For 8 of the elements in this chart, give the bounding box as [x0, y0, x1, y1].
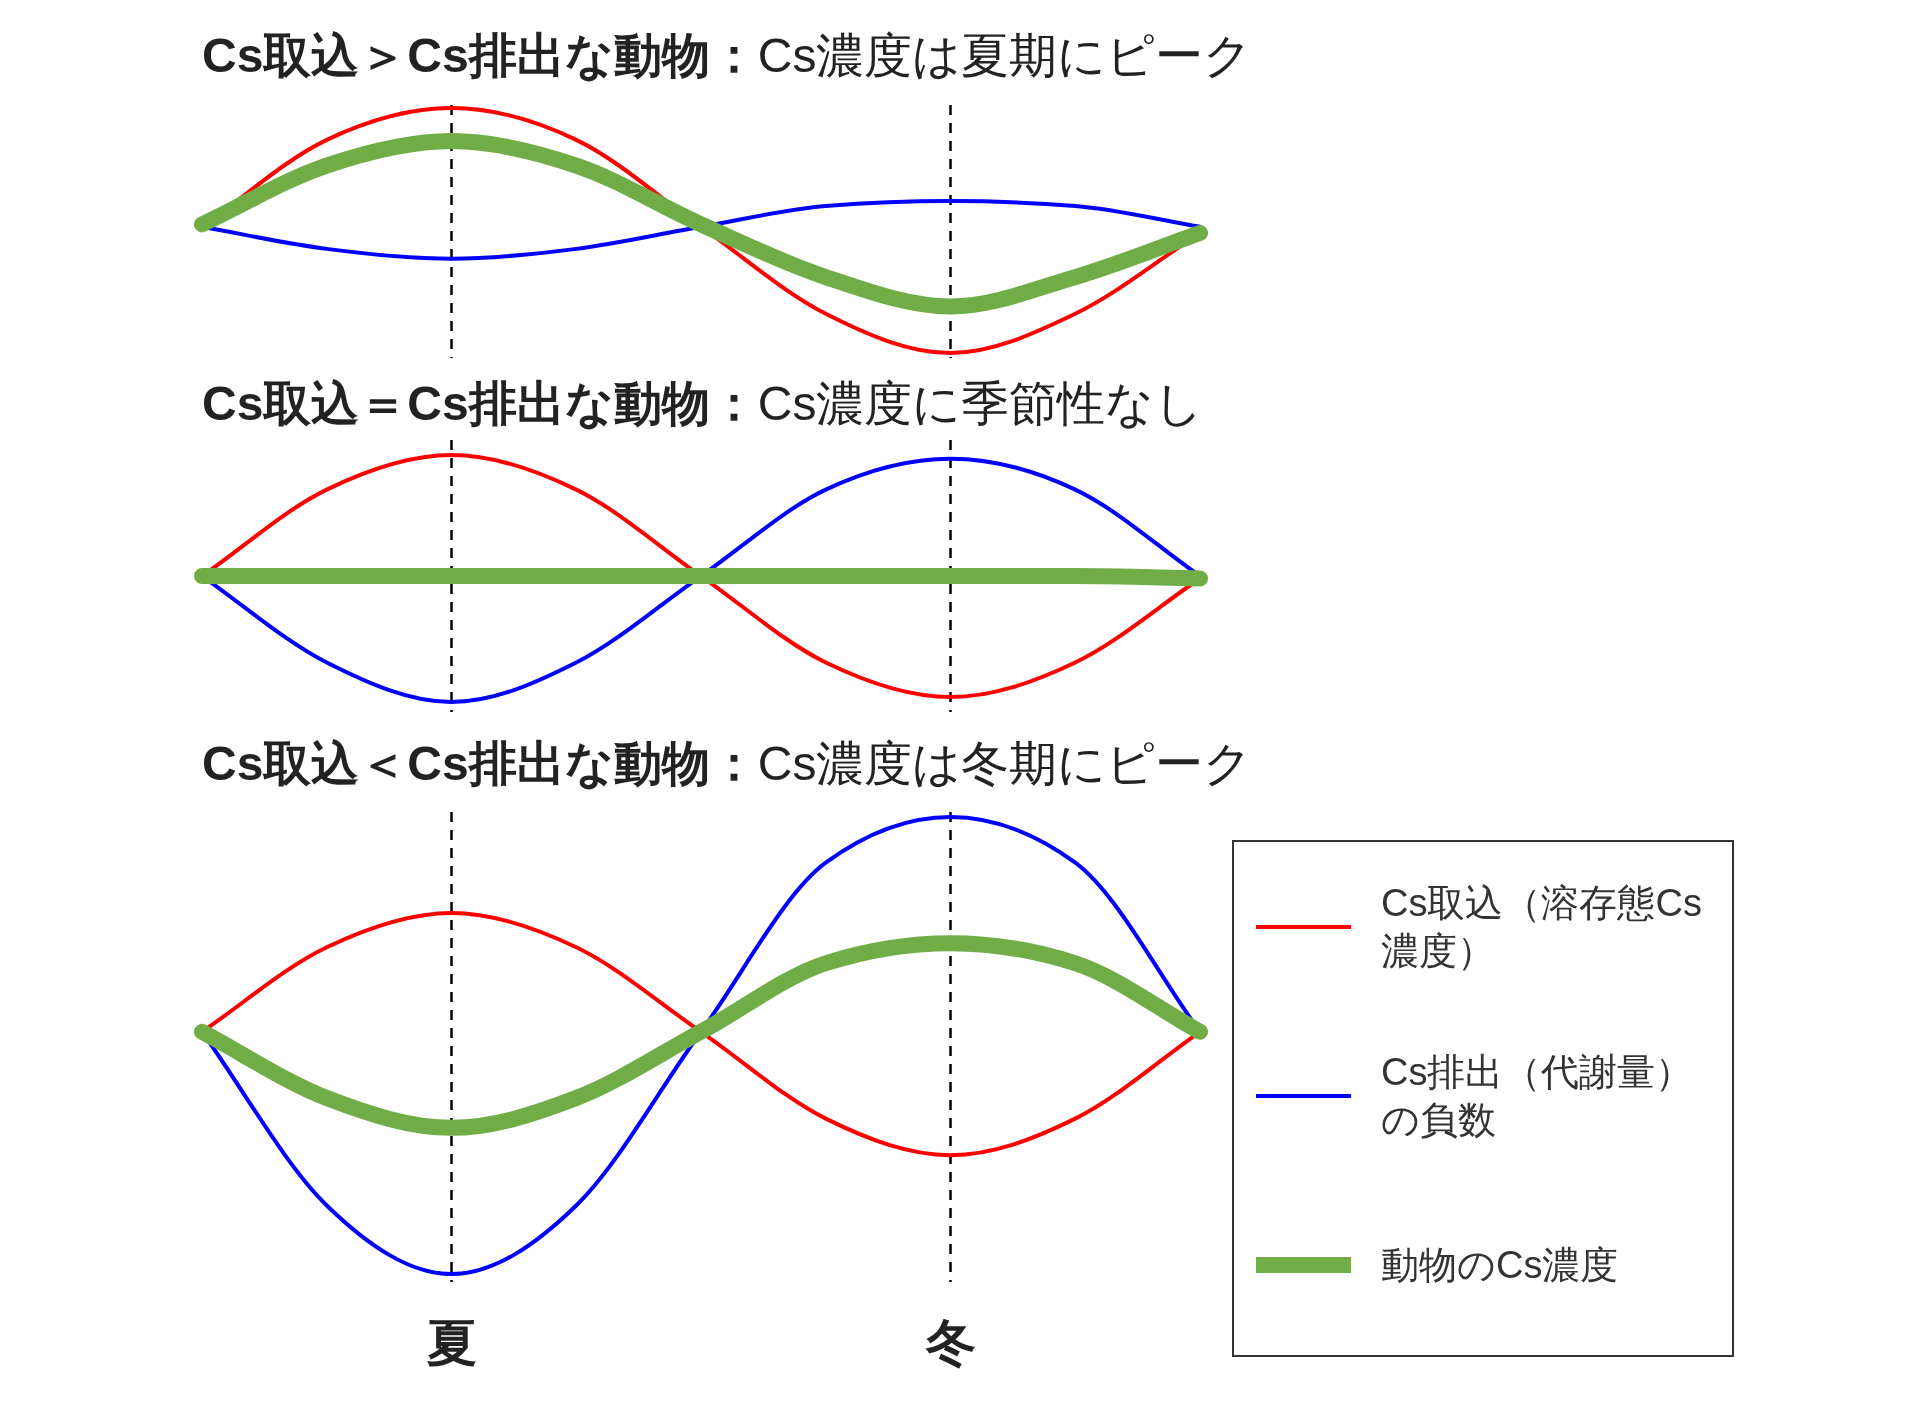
legend-label: Cs取込（溶存態Cs濃度） — [1381, 880, 1703, 974]
chart-title: Cs取込＞Cs排出な動物：Cs濃度は夏期にピーク — [202, 29, 1253, 82]
x-tick-label: 冬 — [924, 1315, 976, 1371]
legend-label: 動物のCs濃度 — [1381, 1243, 1620, 1289]
chart-title: Cs取込＜Cs排出な動物：Cs濃度は冬期にピーク — [202, 737, 1253, 790]
x-tick-label: 夏 — [426, 1315, 477, 1371]
legend-label: Cs排出（代謝量）の負数 — [1381, 1049, 1695, 1143]
chart-title: Cs取込＝Cs排出な動物：Cs濃度に季節性なし — [202, 377, 1204, 430]
